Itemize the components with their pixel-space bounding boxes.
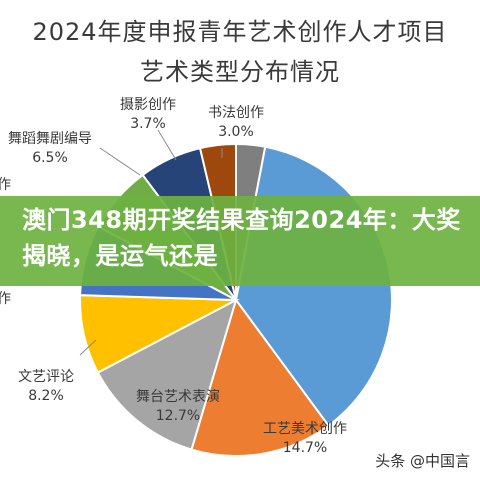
slice-name: 文艺评论 — [18, 369, 74, 385]
slice-label-dance: 舞蹈舞剧编导 6.5% — [0, 130, 112, 168]
slice-name: 舞蹈舞剧编导 — [8, 131, 92, 147]
leader-line-2 — [99, 147, 141, 176]
slice-label-stage: 舞台艺术表演 12.7% — [118, 388, 238, 426]
slice-label-photography: 摄影创作 3.7% — [108, 96, 188, 134]
slice-name: 摄影创作 — [120, 97, 176, 113]
banner-headline[interactable]: 澳门348期开奖结果查询2024年：大奖揭晓，是运气还是 — [22, 206, 461, 270]
watermark-text: 头条 @中国言 — [375, 452, 470, 470]
overlay-banner[interactable]: 澳门348期开奖结果查询2024年：大奖揭晓，是运气还是 — [0, 196, 480, 286]
chart-subtitle: 艺术类型分布情况 — [140, 58, 340, 86]
slice-value: 6.5% — [32, 150, 68, 166]
slice-value: 8.2% — [28, 388, 64, 404]
slice-name: 工艺美术创作 — [263, 421, 347, 437]
pie-slice-2 — [190, 297, 330, 457]
slice-name: 书法创作 — [208, 105, 264, 121]
slice-value: 12.7% — [155, 408, 201, 424]
slice-label-criticism: 文艺评论 8.2% — [6, 368, 86, 406]
slice-label-partial-1: 作 — [0, 177, 11, 193]
leader-line-3 — [79, 339, 97, 356]
leader-line-1 — [157, 129, 177, 161]
slice-label-calligraphy: 书法创作 3.0% — [206, 104, 266, 142]
slice-label-partial-2: 作 — [0, 291, 11, 307]
slice-name: 舞台艺术表演 — [136, 389, 220, 405]
chart-title: 2024年度申报青年艺术创作人才项目 — [32, 18, 448, 46]
slice-label-crafts: 工艺美术创作 14.7% — [240, 420, 370, 458]
slice-value: 3.0% — [218, 124, 254, 140]
slice-value: 14.7% — [282, 440, 328, 456]
watermark: 头条 @中国言 — [371, 449, 474, 472]
slice-value: 3.7% — [130, 116, 166, 132]
pie-slice-3 — [96, 298, 238, 451]
